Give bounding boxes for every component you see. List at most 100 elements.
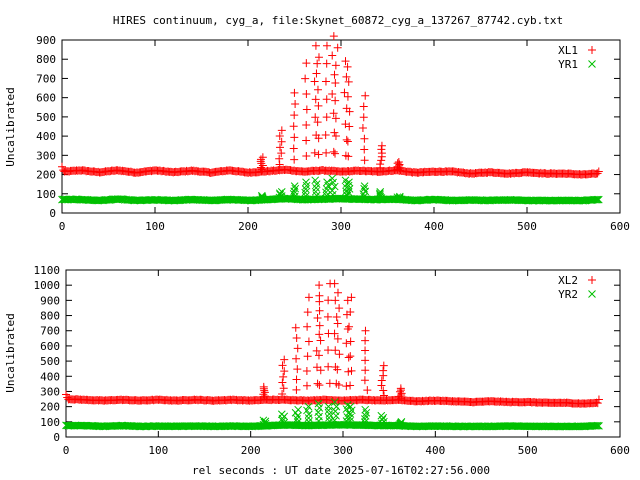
data-point [330,398,339,406]
data-point [316,366,325,375]
data-point [360,134,369,143]
data-point [291,323,300,332]
data-point [343,137,352,146]
legend-marker [588,46,596,54]
data-point [302,367,311,376]
data-point [290,133,299,142]
data-point [333,43,342,52]
data-point [314,134,323,143]
data-point [279,384,288,393]
data-point [377,149,386,158]
data-point [277,410,286,419]
data-point [314,53,323,62]
data-point [294,405,303,414]
data-point [346,381,355,390]
data-point [311,176,320,185]
data-point [594,395,603,404]
data-point [304,417,313,426]
data-point [343,324,352,333]
y-tick-label: 200 [36,169,56,182]
data-point [330,182,339,191]
data-point [277,188,286,196]
data-point [302,178,310,187]
data-point [360,156,369,165]
data-point [331,407,340,416]
data-point [259,390,268,399]
data-point [341,176,350,185]
data-point [305,410,313,419]
data-point [335,350,344,359]
data-point [321,77,330,86]
data-point [292,334,301,343]
series-xl1 [58,32,603,179]
data-point [344,181,353,190]
data-point [361,91,370,100]
data-point [322,41,331,50]
data-point [259,382,268,391]
data-point [343,92,352,101]
x-tick-label: 500 [517,220,537,233]
data-point [360,182,369,190]
data-point [343,62,352,71]
data-point [293,365,302,374]
x-tick-label: 400 [424,220,444,233]
plot-frame [61,39,621,214]
data-point [256,155,265,164]
data-point [333,365,342,374]
data-point [311,95,320,104]
data-point [293,418,302,426]
data-point [304,402,313,411]
y-tick-label: 0 [49,207,56,220]
data-point [259,416,268,425]
y-tick-label: 1000 [34,279,61,292]
data-point [315,291,324,300]
data-point [315,321,324,330]
data-point [344,367,353,376]
data-point [591,195,600,204]
data-point [335,304,344,313]
data-point [322,113,331,122]
y-tick-label: 100 [36,188,56,201]
data-point [302,381,311,390]
data-point [323,312,332,321]
data-point [347,366,356,375]
data-point [324,406,333,415]
data-point [344,353,353,362]
data-point [334,381,343,390]
y-tick-label: 900 [36,34,56,47]
data-point [310,77,319,86]
data-point [324,346,333,355]
legend-marker [588,60,596,68]
data-point [379,386,388,395]
data-point [278,416,287,425]
data-point [591,421,600,430]
data-point [395,192,404,201]
data-point [341,57,350,66]
x-tick-label: 0 [63,444,70,457]
data-point [291,184,300,193]
data-point [310,148,319,157]
data-point [275,143,284,152]
data-point [322,95,331,104]
data-point [361,356,370,365]
data-point [594,167,603,176]
data-point [292,385,301,394]
y-tick-label: 700 [40,325,60,338]
data-point [375,189,384,198]
data-point [331,114,340,123]
data-point [377,411,386,420]
data-point [331,96,340,105]
data-point [329,109,338,118]
data-point [340,88,349,97]
data-point [363,386,372,395]
data-point [396,387,405,396]
data-point [278,361,287,370]
data-point [377,376,386,385]
data-point [588,46,596,54]
data-point [359,102,368,111]
data-point [290,155,299,164]
data-point [330,128,339,137]
data-point [376,188,385,196]
data-point [302,59,311,68]
y-tick-label: 1100 [34,264,61,277]
